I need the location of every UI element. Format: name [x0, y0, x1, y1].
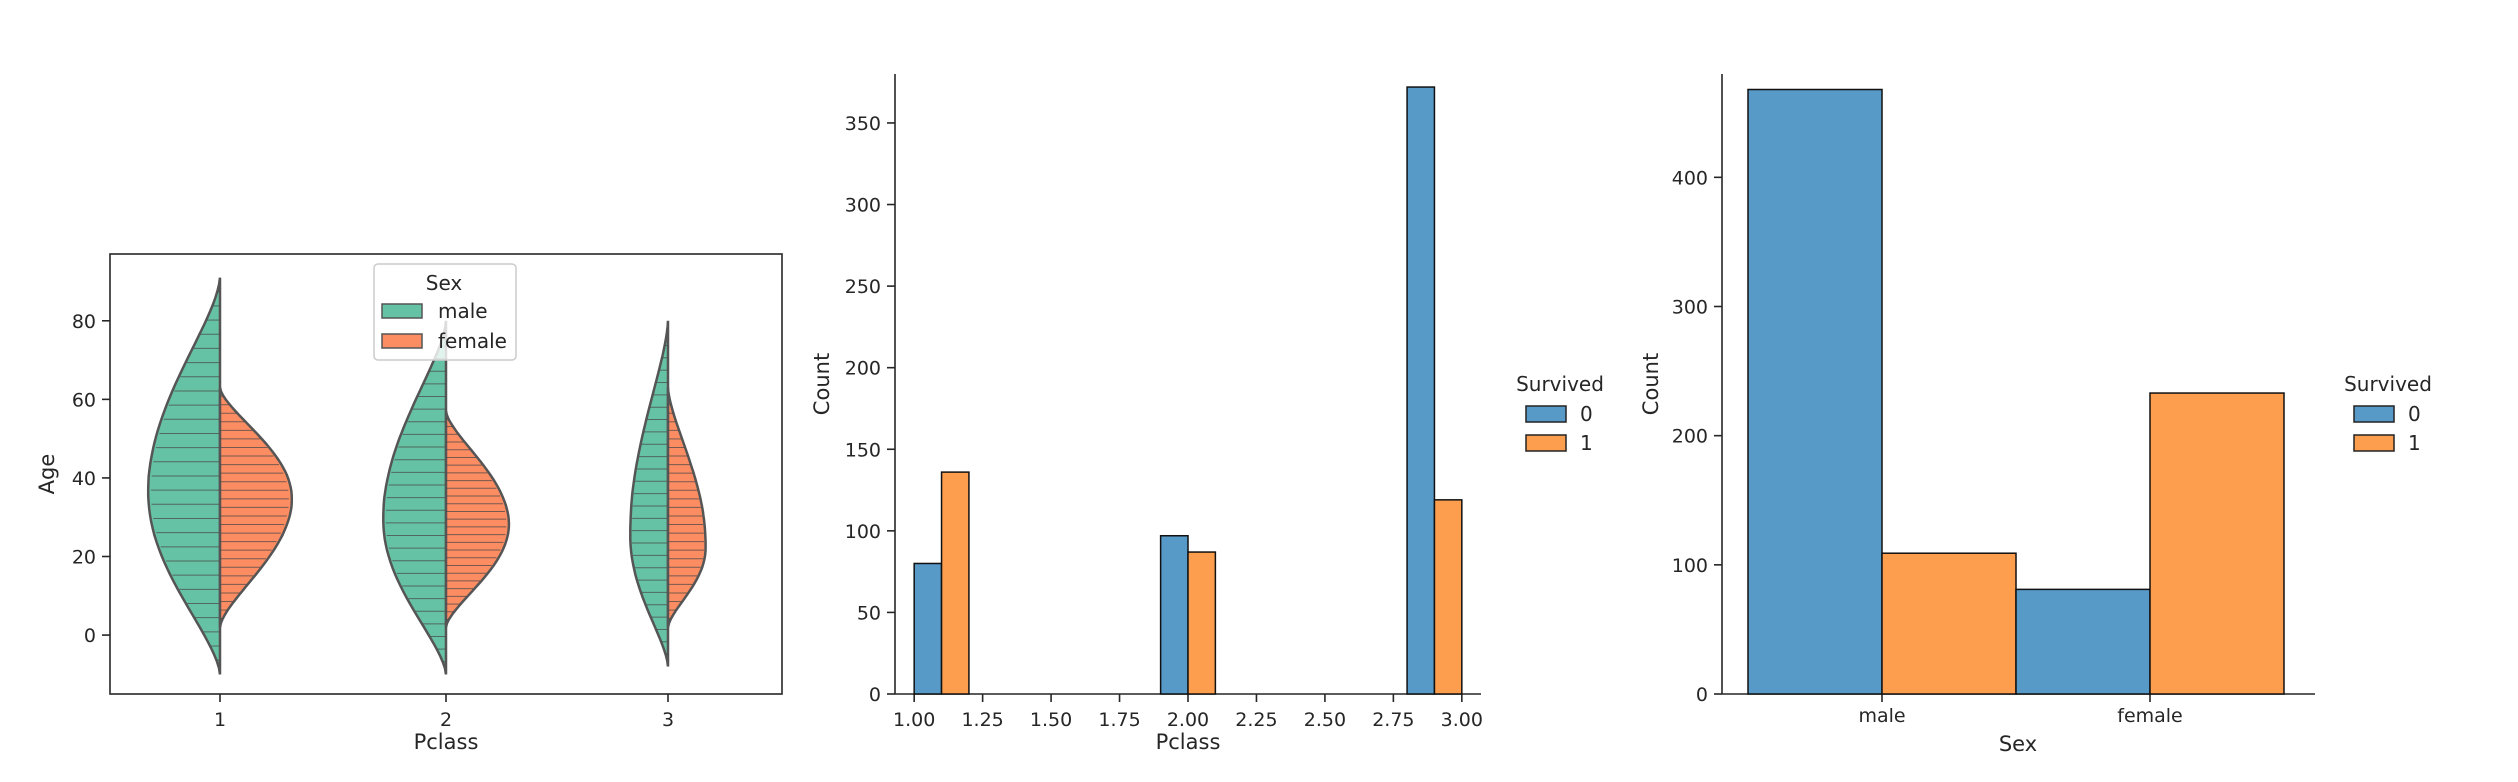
x-tick-label: 2.00 [1167, 709, 1209, 731]
bar-0-class-1 [913, 562, 943, 695]
y-axis-label: Count [1639, 353, 1663, 415]
x-tick-label: 1.25 [961, 709, 1003, 731]
legend-label-1: 1 [2408, 431, 2421, 455]
y-tick-label: 40 [72, 468, 96, 490]
y-tick-label: 20 [72, 547, 96, 569]
legend-swatch-male [381, 303, 423, 319]
legend-label-male: male [438, 299, 488, 323]
legend-swatch-1 [1525, 434, 1567, 452]
bar-1-class-3 [1433, 499, 1463, 695]
legend-title: Survived [1516, 372, 1604, 396]
legend-label-1: 1 [1580, 431, 1593, 455]
legend-swatch-1 [2353, 434, 2395, 452]
y-axis-label: Age [35, 454, 59, 495]
legend-swatch-female [381, 333, 423, 349]
y-tick-label: 100 [1672, 555, 1708, 577]
x-tick-label: 1.50 [1030, 709, 1072, 731]
legend-swatch-0 [2353, 405, 2395, 423]
x-tick-label: 2.25 [1235, 709, 1277, 731]
legend-title: Survived [2344, 372, 2432, 396]
x-tick-label: 1.75 [1098, 709, 1140, 731]
count-legend: Survived 0 1 [2344, 372, 2432, 455]
bar-0-class-2 [1159, 534, 1189, 695]
bar-0-male [1747, 88, 1883, 695]
bar-1-male [1881, 552, 2017, 695]
x-tick-label: male [1858, 705, 1905, 727]
y-tick-label: 60 [72, 389, 96, 411]
x-tick-label: 2.50 [1304, 709, 1346, 731]
y-tick-label: 300 [1672, 297, 1708, 319]
y-tick-label: 350 [845, 113, 881, 135]
y-tick-label: 0 [869, 684, 881, 706]
legend-swatch-0 [1525, 405, 1567, 423]
legend-label-female: female [438, 329, 507, 353]
y-tick-label: 250 [845, 276, 881, 298]
x-tick-label: 2.75 [1372, 709, 1414, 731]
x-axis-label: Sex [1999, 732, 2037, 756]
x-axis-label: Pclass [1156, 730, 1221, 754]
x-tick-label: female [2117, 705, 2183, 727]
y-axis-label: Count [810, 353, 834, 415]
y-tick-label: 100 [845, 521, 881, 543]
y-tick-label: 0 [1696, 684, 1708, 706]
violin-panel: 0 20 40 60 80 1 2 3 Sex male female Pclass Age [35, 253, 783, 754]
sex-count-panel: 0 100 200 300 400 male female Sex Count Surviv… [1639, 74, 2432, 756]
y-tick-label: 50 [857, 602, 881, 624]
bar-1-class-1 [940, 471, 970, 695]
pclass-histogram-panel: 0 50 100 150 200 250 300 350 1.00 1.25 1.50 1.75 2.0… [810, 74, 1604, 754]
legend-title: Sex [426, 271, 463, 295]
legend-label-0: 0 [1580, 402, 1593, 426]
y-tick-label: 400 [1672, 167, 1708, 189]
x-tick-label: 2 [440, 709, 452, 731]
histogram-legend: Survived 0 1 [1516, 372, 1604, 455]
violin-legend: Sex male female [373, 263, 517, 361]
bar-0-class-3 [1406, 86, 1436, 695]
y-tick-label: 200 [845, 358, 881, 380]
x-tick-label: 3 [662, 709, 674, 731]
y-tick-label: 80 [72, 311, 96, 333]
bar-0-female [2015, 588, 2151, 695]
y-tick-label: 150 [845, 439, 881, 461]
x-tick-label: 1.00 [893, 709, 935, 731]
y-tick-label: 0 [84, 625, 96, 647]
x-tick-label: 3.00 [1441, 709, 1483, 731]
x-axis-label: Pclass [414, 730, 479, 754]
y-tick-label: 200 [1672, 426, 1708, 448]
y-tick-label: 300 [845, 195, 881, 217]
legend-label-0: 0 [2408, 402, 2421, 426]
bar-1-class-2 [1187, 551, 1217, 695]
x-tick-label: 1 [214, 709, 226, 731]
bar-1-female [2149, 392, 2285, 695]
